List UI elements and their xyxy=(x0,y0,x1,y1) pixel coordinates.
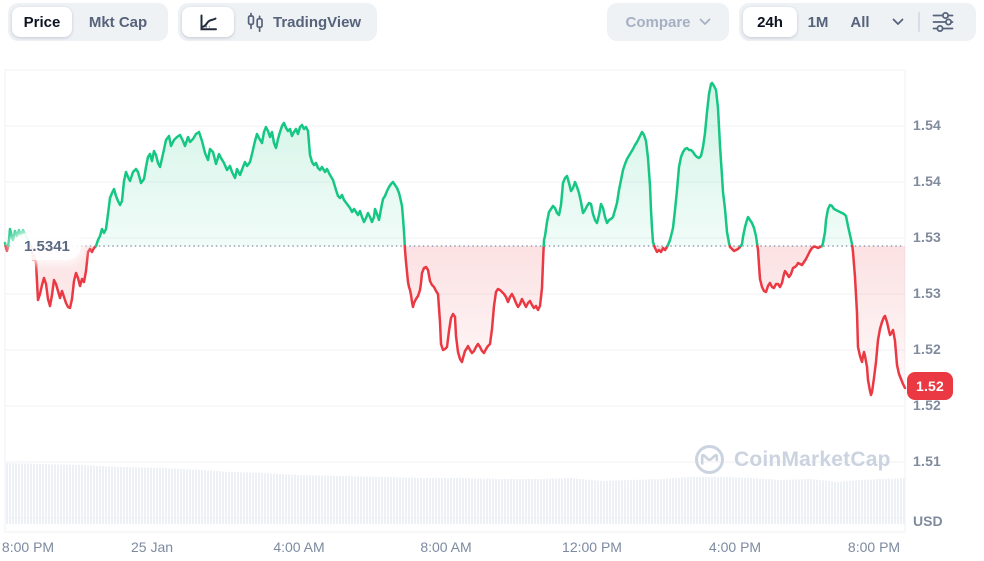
tradingview-label: TradingView xyxy=(273,13,362,31)
candlestick-icon xyxy=(246,12,265,33)
time-range-selector: 24h 1M All xyxy=(739,3,976,41)
y-axis-label: 1.52 xyxy=(913,397,942,413)
x-axis-tick-label: 12:00 PM xyxy=(562,539,622,555)
baseline-price-label: 1.5341 xyxy=(13,233,81,260)
chevron-down-icon xyxy=(892,18,904,26)
compare-label: Compare xyxy=(625,13,691,31)
y-axis-label: 1.51 xyxy=(913,453,942,469)
x-axis-tick-label: 8:00 PM xyxy=(847,539,901,555)
x-axis-tick-label: 4:00 AM xyxy=(273,539,325,555)
last-price-badge: 1.52 xyxy=(907,372,953,400)
chart-view-toggle: TradingView xyxy=(178,3,378,41)
sliders-icon xyxy=(931,11,955,33)
y-axis-label: 1.53 xyxy=(913,285,942,301)
x-axis-tick-label: 25 Jan xyxy=(130,539,174,555)
y-axis-label: 1.53 xyxy=(913,229,942,245)
mktcap-tab[interactable]: Mkt Cap xyxy=(88,13,148,31)
line-chart-icon xyxy=(198,12,219,33)
range-all-button[interactable]: All xyxy=(850,13,870,31)
watermark-text: CoinMarketCap xyxy=(734,447,891,471)
coinmarketcap-watermark: CoinMarketCap xyxy=(694,444,891,475)
chart-settings-button[interactable] xyxy=(923,7,963,37)
range-more-button[interactable] xyxy=(881,7,915,37)
price-tab[interactable]: Price xyxy=(12,7,72,37)
y-axis-label: 1.54 xyxy=(913,117,942,133)
toolbar-divider xyxy=(918,12,920,32)
price-mktcap-toggle: Price Mkt Cap xyxy=(8,3,168,41)
range-1m-button[interactable]: 1M xyxy=(807,13,829,31)
range-24h-button[interactable]: 24h xyxy=(743,7,797,37)
y-axis-label: 1.52 xyxy=(913,341,942,357)
compare-button[interactable]: Compare xyxy=(607,3,729,41)
y-axis-label: 1.54 xyxy=(913,173,942,189)
tradingview-view-button[interactable]: TradingView xyxy=(234,7,373,37)
chevron-down-icon xyxy=(699,18,711,26)
coinmarketcap-logo-icon xyxy=(694,444,725,475)
x-axis-tick-label: 8:00 AM xyxy=(420,539,472,555)
y-axis-unit-label: USD xyxy=(913,513,943,529)
x-axis-tick-label: 4:00 PM xyxy=(708,539,762,555)
x-axis-tick-label: 8:00 PM xyxy=(1,539,55,555)
line-chart-view-button[interactable] xyxy=(182,7,234,37)
